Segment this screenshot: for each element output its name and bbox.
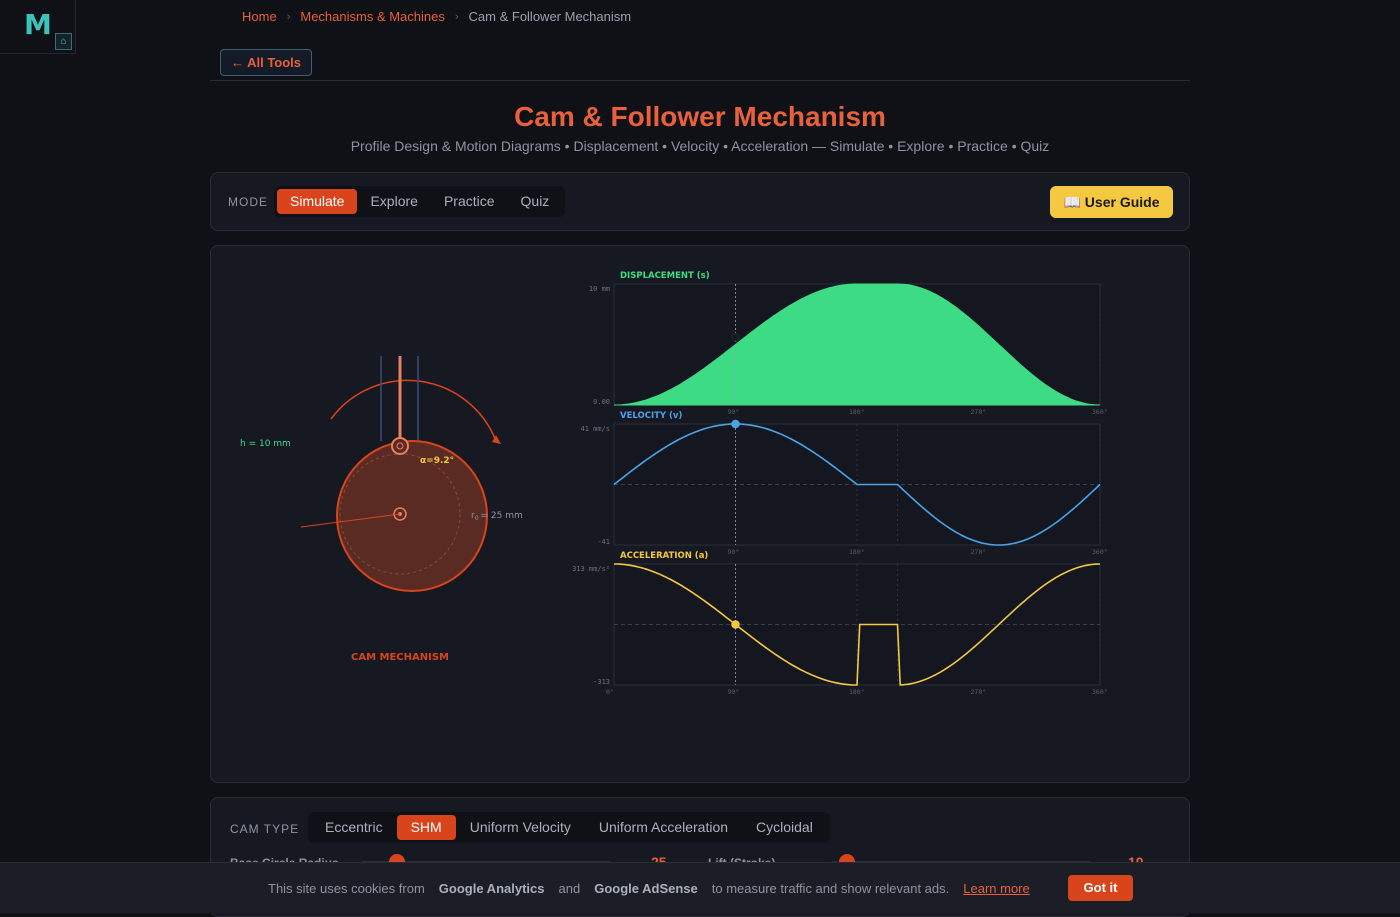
velocity-line [613,423,1101,546]
simulation-panel: h = 10 mm α=9.2° r0 = 25 mm CAM MECHANISM… [210,245,1190,783]
cam-type-label: CAM TYPE [230,822,300,836]
cookie-and: and [558,881,581,896]
breadcrumb-current: Cam & Follower Mechanism [468,9,632,24]
cursor-point [731,332,740,342]
cookie-text: This site uses cookies from Google Analy… [268,881,1030,896]
x-tick-label: 360° [1092,548,1108,556]
motion-diagrams: DISPLACEMENT (s) 10 mm 0.00 90° 180° 270° 360°… [572,271,1108,696]
y-max-label: 41 mm/s [580,425,610,433]
follower-roller-center [396,442,404,450]
chart-title: VELOCITY (v) [620,411,682,421]
y-min-label: -313 [593,678,610,686]
learn-more-link[interactable]: Learn more [963,881,1030,896]
x-tick-label: 360° [1092,688,1108,696]
x-tick-label: 90° [728,408,740,416]
x-tick-label: 90° [728,688,740,696]
angle-label: α=9.2° [420,456,454,466]
logo[interactable]: M [24,8,52,41]
tab-eccentric[interactable]: Eccentric [325,819,383,835]
breadcrumb: Home › Mechanisms & Machines › Cam & Fol… [242,9,631,24]
home-icon[interactable]: ⌂ [55,33,72,50]
chart-title: ACCELERATION (a) [620,551,708,561]
page-title: Cam & Follower Mechanism [514,101,886,132]
cursor-point [731,419,740,429]
cookie-text-1: This site uses cookies from [268,881,425,896]
rotation-arrow [330,379,497,442]
cookie-banner: This site uses cookies from Google Analy… [0,862,1400,913]
all-tools-button[interactable]: ← All Tools [220,49,312,76]
cam-diagram: h = 10 mm α=9.2° r0 = 25 mm CAM MECHANISM [240,356,523,663]
mode-label: MODE [228,195,268,209]
user-guide-button[interactable]: 📖 User Guide [1050,186,1173,218]
tab-uniform-acceleration[interactable]: Uniform Acceleration [598,819,729,835]
cam-caption: CAM MECHANISM [351,652,449,663]
x-tick-label: 180° [849,408,865,416]
cookie-text-2: to measure traffic and show relevant ads… [711,881,950,896]
chevron-right-icon: › [286,10,291,23]
cookie-adsense: Google AdSense [594,881,698,896]
tab-practice[interactable]: Practice [443,193,495,209]
y-min-label: -41 [597,538,610,546]
radius-line [300,513,401,528]
radius-label: r0 = 25 mm [471,511,523,522]
y-min-label: 0.00 [593,398,610,406]
x-tick-label: 0° [606,688,614,696]
y-max-label: 10 mm [589,285,610,293]
cam-body[interactable] [336,440,488,592]
cam-type-tabs: Eccentric SHM Uniform Velocity Uniform A… [308,812,830,843]
chart-title: DISPLACEMENT (s) [620,271,710,281]
tab-cycloidal[interactable]: Cycloidal [756,819,813,835]
x-tick-label: 180° [849,688,865,696]
mode-tabs: Simulate Explore Practice Quiz [274,186,566,217]
logo-area: M ⌂ [0,0,76,54]
page-subtitle: Profile Design & Motion Diagrams • Displ… [350,138,1050,154]
breadcrumb-home[interactable]: Home [242,9,277,24]
tab-simulate[interactable]: Simulate [277,189,358,214]
chevron-right-icon: › [454,10,459,23]
follower-roller [391,437,409,455]
simulation-canvas: h = 10 mm α=9.2° r0 = 25 mm CAM MECHANISM… [240,271,1108,696]
tab-shm[interactable]: SHM [396,815,456,840]
x-tick-label: 270° [971,408,987,416]
divider [210,80,1190,81]
y-max-label: 313 mm/s² [572,565,610,573]
mode-bar: MODE Simulate Explore Practice Quiz 📖 Us… [210,172,1190,231]
cookie-ga: Google Analytics [438,881,545,896]
acceleration-line [614,563,1101,686]
displacement-area [614,283,1101,406]
tab-explore[interactable]: Explore [370,193,418,209]
lift-label: h = 10 mm [240,439,291,449]
tab-quiz[interactable]: Quiz [520,193,550,209]
arrow-head-icon [492,435,501,444]
breadcrumb-section[interactable]: Mechanisms & Machines [300,9,445,24]
cam-pivot [393,507,407,521]
x-tick-label: 360° [1092,408,1108,416]
x-tick-label: 270° [971,548,987,556]
accept-cookies-button[interactable]: Got it [1068,875,1133,901]
cursor-point [731,620,740,629]
x-tick-label: 270° [971,688,987,696]
x-tick-label: 180° [849,548,865,556]
x-tick-label: 90° [728,548,740,556]
tab-uniform-velocity[interactable]: Uniform Velocity [469,819,571,835]
